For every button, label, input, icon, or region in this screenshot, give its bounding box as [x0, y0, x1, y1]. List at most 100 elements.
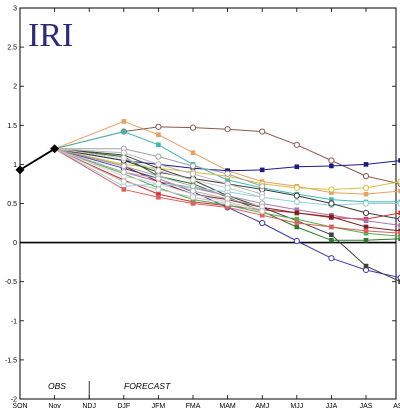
- data-point: [156, 194, 161, 200]
- data-point: [120, 155, 127, 162]
- series-16: [54, 145, 266, 190]
- data-point: [155, 153, 162, 160]
- data-point: [120, 162, 127, 170]
- series-line: [54, 148, 263, 204]
- series-22: [54, 148, 266, 215]
- x-tick-label: AMJ: [255, 403, 269, 410]
- series-18: [54, 148, 266, 201]
- data-point: [121, 187, 127, 192]
- forecast-label: FORECAST: [124, 381, 171, 391]
- data-point: [362, 173, 370, 180]
- data-point: [189, 194, 197, 201]
- series-line: [54, 148, 263, 198]
- obs-label: OBS: [48, 381, 66, 391]
- data-point: [224, 126, 231, 133]
- data-point: [120, 169, 127, 176]
- y-tick-label: 1.5: [7, 123, 17, 130]
- series-line: [54, 148, 263, 195]
- data-point: [329, 214, 334, 220]
- data-point: [362, 184, 370, 191]
- data-point: [329, 197, 334, 202]
- data-point: [294, 224, 300, 230]
- y-tick-label: -2: [11, 397, 17, 404]
- data-point: [294, 220, 300, 226]
- data-point: [190, 150, 196, 155]
- data-point: [293, 184, 300, 191]
- y-tick-label: 3: [13, 6, 17, 13]
- data-point: [155, 161, 162, 168]
- series-line: [54, 148, 400, 234]
- data-point: [398, 210, 400, 216]
- x-tick-label: NDJ: [82, 403, 96, 410]
- data-point: [293, 192, 300, 199]
- data-point: [189, 124, 197, 131]
- data-point: [363, 224, 369, 230]
- data-point: [398, 158, 400, 163]
- data-point: [189, 187, 197, 195]
- data-point: [224, 200, 231, 207]
- x-tick-label: ASO: [393, 403, 400, 410]
- series-line: [54, 120, 400, 195]
- data-point: [121, 129, 127, 134]
- data-point: [398, 228, 400, 234]
- data-point: [189, 170, 197, 177]
- x-axis-ticks: SON Nov NDJ DJF JFM FMA MAM AMJ MJJ JJA JAS ASO: [12, 8, 400, 410]
- data-point: [329, 237, 334, 243]
- series-line: [54, 148, 263, 208]
- data-point: [329, 163, 334, 169]
- data-point: [363, 237, 369, 243]
- data-point: [189, 176, 197, 184]
- observed-point: [15, 165, 25, 175]
- x-tick-label: FMA: [186, 403, 201, 410]
- data-point: [329, 190, 334, 195]
- data-point: [398, 279, 400, 284]
- data-point: [398, 223, 400, 228]
- data-point: [225, 177, 230, 183]
- data-point: [328, 200, 335, 207]
- series-line: [54, 148, 400, 220]
- data-point: [189, 162, 197, 170]
- data-point: [156, 191, 161, 197]
- data-point: [363, 230, 369, 236]
- data-point: [120, 149, 127, 156]
- y-tick-label: 0: [13, 240, 17, 247]
- data-point: [120, 178, 127, 185]
- data-point: [398, 188, 400, 194]
- data-point: [363, 218, 369, 224]
- data-point: [155, 123, 162, 130]
- data-point: [294, 210, 300, 216]
- data-point: [224, 184, 231, 191]
- y-tick-label: 0.5: [7, 201, 17, 208]
- y-tick-label: -0.5: [5, 279, 17, 286]
- data-point: [328, 157, 335, 164]
- series-line: [54, 148, 400, 237]
- x-tick-label: SON: [12, 403, 27, 410]
- y-tick-label: 2: [13, 84, 17, 91]
- series-line: [54, 148, 263, 187]
- y-axis-ticks: -2 -1.5 -1 -0.5 0 0.5 1 1.5 2 2.5 3: [5, 6, 396, 404]
- data-point: [328, 186, 335, 193]
- data-point: [259, 167, 265, 173]
- series-line: [54, 126, 400, 185]
- data-point: [328, 255, 335, 262]
- data-point: [121, 119, 127, 124]
- x-tick-label: Nov: [48, 403, 61, 410]
- series-2: [54, 123, 400, 187]
- data-point: [329, 224, 334, 230]
- series-17: [54, 148, 266, 198]
- data-point: [259, 128, 266, 135]
- data-point: [363, 263, 369, 269]
- y-tick-label: -1: [11, 318, 17, 325]
- x-tick-label: MJJ: [290, 403, 303, 410]
- series-line: [54, 148, 263, 212]
- data-point: [293, 198, 300, 206]
- data-point: [155, 180, 162, 188]
- data-point: [398, 234, 400, 239]
- series-21: [54, 148, 266, 210]
- series-line: [54, 131, 400, 203]
- forecast-series: [54, 119, 400, 284]
- x-tick-label: MAM: [219, 403, 236, 410]
- data-point: [259, 212, 265, 218]
- data-point: [294, 216, 300, 222]
